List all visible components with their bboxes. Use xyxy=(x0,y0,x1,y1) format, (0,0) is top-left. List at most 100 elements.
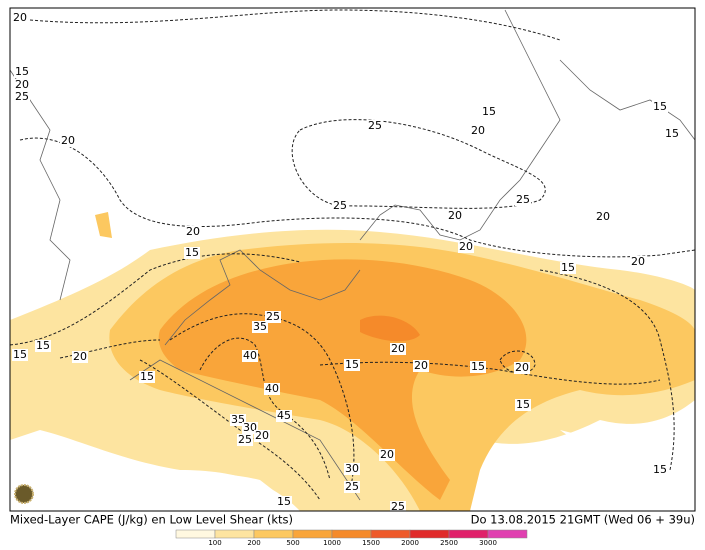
contour-label: 20 xyxy=(515,361,529,374)
contour-label: 20 xyxy=(631,255,645,268)
label-bg xyxy=(379,449,395,461)
label-bg xyxy=(265,311,281,323)
label-bg xyxy=(72,351,88,363)
contour-label: 20 xyxy=(255,429,269,442)
contour xyxy=(139,359,321,501)
label-bg xyxy=(14,79,30,91)
contour-label: 15 xyxy=(13,348,27,361)
contour-label: 25 xyxy=(266,310,280,323)
label-bg xyxy=(242,350,258,362)
colorbar-swatch xyxy=(487,529,528,539)
contour-label: 15 xyxy=(140,370,154,383)
contour-label: 40 xyxy=(265,382,279,395)
contour-label: 15 xyxy=(36,339,50,352)
label-bg xyxy=(413,360,429,372)
coastline xyxy=(559,59,696,141)
label-bg xyxy=(514,362,530,374)
contour-label: 15 xyxy=(561,261,575,274)
contour-label: 15 xyxy=(471,360,485,373)
label-bg xyxy=(252,321,268,333)
coastline xyxy=(164,249,361,346)
contour-label: 20 xyxy=(15,78,29,91)
label-bg xyxy=(652,464,668,476)
label-bg xyxy=(12,12,28,24)
label-bg xyxy=(60,135,76,147)
label-bg xyxy=(595,211,611,223)
label-bg xyxy=(12,349,28,361)
colorbar-tick-label: 2000 xyxy=(401,539,419,546)
label-bg xyxy=(276,496,292,508)
label-bg xyxy=(184,247,200,259)
contour xyxy=(199,337,331,481)
label-bg xyxy=(515,399,531,411)
label-bg xyxy=(664,128,680,140)
contour-label: 15 xyxy=(653,463,667,476)
coastline xyxy=(359,9,561,241)
colorbar-swatch xyxy=(448,529,489,539)
label-bg xyxy=(630,256,646,268)
label-bg xyxy=(237,434,253,446)
contour-label: 15 xyxy=(277,495,291,508)
contour-label: 25 xyxy=(368,119,382,132)
label-bg xyxy=(367,120,383,132)
contour-label: 40 xyxy=(243,349,257,362)
contour xyxy=(29,9,561,41)
map-frame xyxy=(9,7,696,512)
contour-label: 25 xyxy=(391,500,405,513)
contour-label: 20 xyxy=(448,209,462,222)
contour xyxy=(291,119,546,209)
colorbar-swatch xyxy=(292,529,333,539)
contour-label: 20 xyxy=(186,225,200,238)
colorbar-swatch xyxy=(331,529,372,539)
label-bg xyxy=(344,359,360,371)
contour-label: 20 xyxy=(414,359,428,372)
contour-label: 20 xyxy=(391,342,405,355)
contour xyxy=(499,350,536,374)
label-bg xyxy=(470,361,486,373)
label-bg xyxy=(185,226,201,238)
contour-label: 15 xyxy=(482,105,496,118)
label-bg xyxy=(481,106,497,118)
colorbar: 100 200 500 1000 1500 2000 2500 3000 xyxy=(175,529,528,547)
coastline xyxy=(9,69,71,301)
contour xyxy=(319,361,661,385)
label-bg xyxy=(344,463,360,475)
contour xyxy=(9,253,301,346)
label-bg xyxy=(332,200,348,212)
contour-label: 25 xyxy=(516,193,530,206)
cape-patch xyxy=(95,212,112,238)
colorbar-swatch xyxy=(175,529,216,539)
label-bg xyxy=(14,91,30,103)
colorbar-swatch xyxy=(214,529,255,539)
colorbar-swatch xyxy=(253,529,294,539)
caption-right: Do 13.08.2015 21GMT (Wed 06 + 39u) xyxy=(471,513,695,527)
cape-500 xyxy=(158,259,527,500)
contour-label: 20 xyxy=(61,134,75,147)
label-bg xyxy=(652,101,668,113)
contour-label: 30 xyxy=(243,421,257,434)
label-bg xyxy=(470,125,486,137)
contour-label: 20 xyxy=(380,448,394,461)
contour-label: 30 xyxy=(345,462,359,475)
contour-label: 45 xyxy=(277,409,291,422)
colorbar-swatch xyxy=(370,529,411,539)
label-bg xyxy=(276,410,292,422)
contour-label: 25 xyxy=(333,199,347,212)
contour xyxy=(539,269,675,471)
contour xyxy=(19,137,696,258)
colorbar-tick-label: 2500 xyxy=(440,539,458,546)
colorbar-tick-label: 100 xyxy=(208,539,221,546)
label-bg xyxy=(264,383,280,395)
colorbar-tick-label: 500 xyxy=(286,539,299,546)
label-bg xyxy=(139,371,155,383)
contour-label: 20 xyxy=(13,11,27,24)
contour-label: 25 xyxy=(345,480,359,493)
contour-label: 20 xyxy=(471,124,485,137)
label-bg xyxy=(35,340,51,352)
contour-label: 25 xyxy=(238,433,252,446)
contour-label: 35 xyxy=(231,413,245,426)
contour-label: 20 xyxy=(459,240,473,253)
label-bg xyxy=(344,481,360,493)
